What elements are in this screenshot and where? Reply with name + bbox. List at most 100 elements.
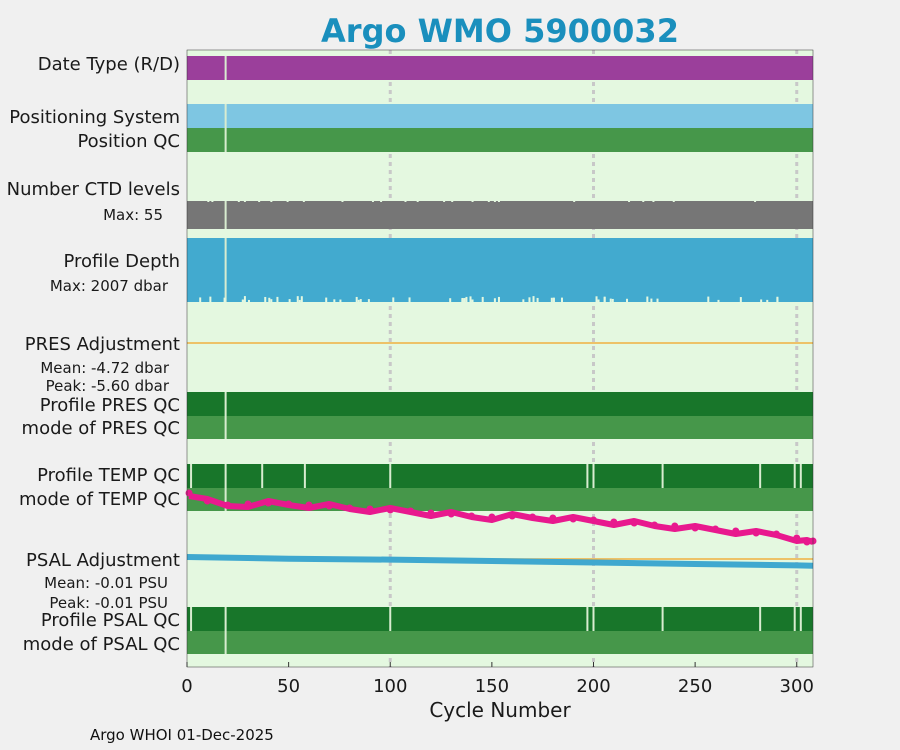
depth-notch — [560, 297, 563, 306]
temp-trend-point — [407, 507, 415, 515]
temp-trend-point — [185, 489, 193, 497]
gap-profile-temp-qc-100 — [389, 464, 392, 488]
temp-trend-point — [305, 501, 313, 509]
temp-trend-point — [711, 525, 719, 533]
ctd-notch — [237, 199, 240, 202]
footer-credit: Argo WHOI 01-Dec-2025 — [90, 726, 274, 744]
depth-notch — [268, 297, 271, 306]
gap-profile-temp-qc-58 — [303, 464, 306, 488]
depth-notch — [536, 297, 539, 306]
gap-profile-psal-qc-299 — [793, 607, 796, 631]
depth-notch — [223, 297, 226, 306]
ctd-notch — [487, 199, 490, 202]
gap-profile-psal-qc-197 — [586, 607, 589, 631]
temp-trend-point — [589, 516, 597, 524]
ctd-notch — [471, 199, 474, 202]
temp-trend-point — [671, 522, 679, 530]
row-label: Profile PRES QC — [40, 395, 180, 416]
band-profile-pres-qc — [187, 392, 813, 416]
ctd-notch — [404, 199, 407, 202]
gap-profile-psal-qc-282 — [759, 607, 762, 631]
depth-max-label: Max: 2007 dbar — [50, 277, 169, 295]
ctd-notch — [302, 199, 305, 202]
depth-notch — [552, 297, 555, 306]
temp-trend-point — [224, 501, 232, 509]
gap-profile-temp-qc-282 — [759, 464, 762, 488]
ctd-notch — [243, 199, 246, 202]
row-label: mode of TEMP QC — [19, 489, 180, 510]
ctd-notch — [416, 199, 419, 202]
ctd-notch — [451, 199, 454, 202]
gap-number-ctd-levels-19 — [224, 201, 227, 229]
ctd-notch — [258, 199, 261, 202]
depth-notch — [497, 296, 500, 305]
x-axis-label: Cycle Number — [429, 698, 571, 722]
depth-notch — [296, 296, 299, 305]
ctd-notch — [754, 199, 757, 202]
x-tick-label: 300 — [780, 676, 814, 697]
depth-notch — [469, 297, 472, 306]
depth-notch — [276, 296, 279, 305]
band-mode-of-pres-qc — [187, 416, 813, 439]
temp-trend-point — [803, 538, 811, 546]
band-number-ctd-levels — [187, 201, 813, 229]
depth-notch — [739, 297, 742, 306]
temp-trend-point — [468, 512, 476, 520]
gap-profile-temp-qc-197 — [586, 464, 589, 488]
band-mode-of-psal-qc — [187, 631, 813, 654]
row-label: Number CTD levels — [7, 179, 180, 200]
depth-notch — [522, 299, 525, 308]
gap-profile-temp-qc-200 — [592, 464, 595, 488]
depth-notch — [339, 299, 342, 308]
band-positioning-system — [187, 104, 813, 128]
depth-notch — [528, 297, 531, 306]
ctd-notch — [380, 199, 383, 202]
x-tick-label: 0 — [181, 676, 192, 697]
depth-notch — [595, 296, 598, 305]
depth-notch — [463, 298, 466, 307]
gap-profile-psal-qc-234 — [661, 607, 664, 631]
temp-trend-point — [691, 524, 699, 532]
x-tick-label: 200 — [576, 676, 610, 697]
depth-notch — [355, 296, 358, 305]
ctd-notch — [672, 199, 675, 202]
row-label: PSAL Adjustment — [26, 550, 180, 571]
temp-trend-point — [529, 513, 537, 521]
row-label: Position QC — [77, 131, 180, 152]
row-label: Profile PSAL QC — [41, 610, 180, 631]
depth-notch — [392, 297, 395, 306]
depth-notch — [300, 296, 303, 305]
gap-profile-temp-qc-37 — [261, 464, 264, 488]
row-label: mode of PRES QC — [22, 418, 180, 439]
depth-notch — [465, 296, 468, 305]
band-profile-psal-qc — [187, 607, 813, 631]
gap-profile-temp-qc-2 — [190, 464, 193, 488]
ctd-notch — [371, 199, 374, 202]
ctd-notch — [270, 199, 273, 202]
gap-profile-psal-qc-2 — [190, 607, 193, 631]
depth-notch — [776, 297, 779, 306]
row-label: Positioning System — [9, 107, 180, 128]
temp-trend-point — [650, 521, 658, 529]
row-label: Profile Depth — [63, 251, 180, 272]
depth-notch — [241, 299, 244, 308]
ctd-notch — [493, 199, 496, 202]
depth-notch — [461, 299, 464, 308]
depth-notch — [243, 296, 246, 305]
temp-trend-point — [569, 515, 577, 523]
ctd-notch — [211, 199, 214, 202]
ctd-notch — [341, 199, 344, 202]
depth-notch — [298, 299, 301, 308]
band-profile-depth — [187, 238, 813, 302]
gap-profile-temp-qc-299 — [793, 464, 796, 488]
temp-trend-point — [203, 497, 211, 505]
temp-trend-point — [285, 500, 293, 508]
depth-notch — [707, 296, 710, 305]
gap-profile-temp-qc-302 — [799, 464, 802, 488]
gap-profile-psal-qc-200 — [592, 607, 595, 631]
temp-trend-point — [610, 518, 618, 526]
gap-date-type-r-d-19 — [224, 56, 227, 80]
row-label: Date Type (R/D) — [38, 54, 180, 75]
depth-notch — [288, 299, 291, 308]
ctd-max-label: Max: 55 — [103, 206, 163, 224]
